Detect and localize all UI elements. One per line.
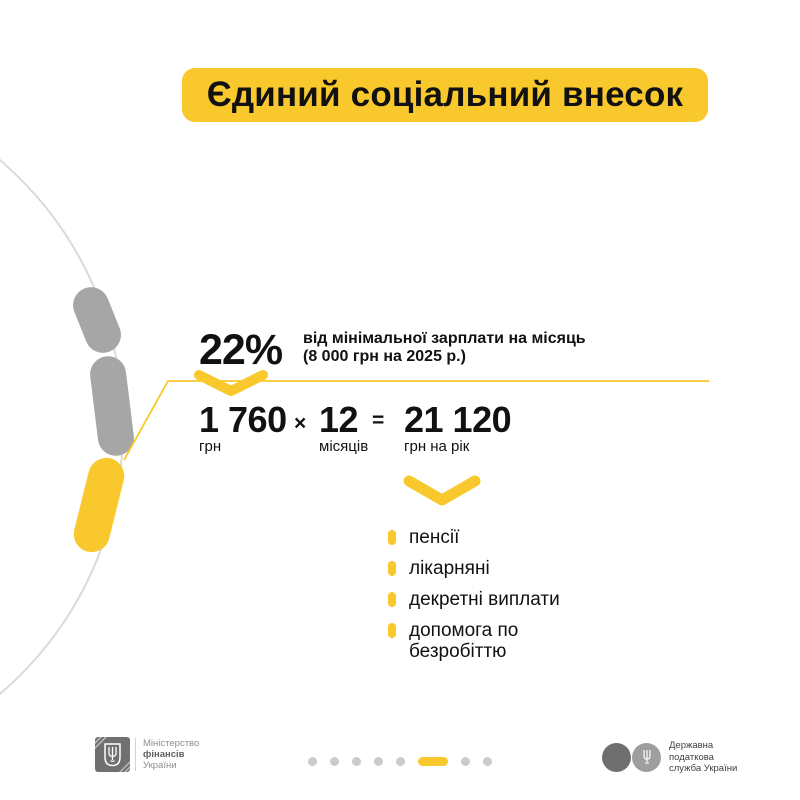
list-item: пенсії bbox=[388, 527, 560, 548]
connector-line bbox=[123, 380, 709, 461]
bullet-icon bbox=[388, 592, 396, 607]
ministry-name: Міністерство фінансів України bbox=[143, 738, 199, 771]
benefit-label: лікарняні bbox=[409, 558, 490, 579]
page-dot[interactable] bbox=[374, 757, 383, 766]
annual-unit: грн на рік bbox=[404, 438, 470, 455]
ministry-name-line2: фінансів bbox=[143, 749, 185, 760]
page-dot[interactable] bbox=[483, 757, 492, 766]
page-indicator-active[interactable] bbox=[418, 757, 448, 766]
monthly-amount: 1 760 грн bbox=[199, 399, 287, 455]
months-count: 12 місяців bbox=[319, 399, 369, 455]
tax-logo-circle bbox=[602, 742, 631, 772]
monthly-unit: грн bbox=[199, 438, 222, 455]
months-value: 12 bbox=[319, 399, 359, 440]
page-dot[interactable] bbox=[330, 757, 339, 766]
trident-shield-icon bbox=[95, 737, 130, 772]
trident-icon bbox=[632, 742, 661, 772]
monthly-value: 1 760 bbox=[199, 399, 287, 440]
list-item: декретні виплати bbox=[388, 589, 560, 610]
rate-percent: 22% bbox=[199, 326, 283, 374]
months-unit: місяців bbox=[319, 438, 369, 455]
benefit-label: декретні виплати bbox=[409, 589, 560, 610]
annual-amount: 21 120 грн на рік bbox=[404, 399, 512, 455]
bullet-icon bbox=[388, 561, 396, 576]
page-dot[interactable] bbox=[352, 757, 361, 766]
title-banner: Єдиний соціальний внесок bbox=[182, 68, 708, 122]
arc-pill-gray-2 bbox=[90, 356, 134, 456]
rate-description-line1: від мінімальної зарплати на місяць bbox=[303, 330, 586, 347]
benefits-list: пенсії лікарняні декретні виплати допомо… bbox=[388, 527, 560, 672]
page-title: Єдиний соціальний внесок bbox=[206, 75, 684, 114]
page-dot[interactable] bbox=[308, 757, 317, 766]
divider bbox=[135, 738, 136, 771]
ministry-name-line1: Міністерство bbox=[143, 738, 200, 749]
tax-service-name-line1: Державна bbox=[669, 740, 714, 751]
annual-value: 21 120 bbox=[404, 399, 512, 440]
equals-sign: = bbox=[372, 409, 385, 432]
arc-pill-active-yellow bbox=[73, 457, 125, 553]
tax-service-name: Державна податкова служба України bbox=[669, 740, 737, 775]
chevron-down-icon bbox=[194, 370, 268, 396]
benefit-label: допомога по безробіттю bbox=[409, 620, 519, 662]
ministry-of-finance-logo: Міністерство фінансів України bbox=[95, 737, 199, 772]
state-tax-service-logo: Державна податкова служба України bbox=[602, 740, 737, 775]
list-item: лікарняні bbox=[388, 558, 560, 579]
carousel-pagination bbox=[308, 757, 492, 766]
arc-pill-gray-1 bbox=[73, 287, 121, 353]
rate-description: від мінімальної зарплати на місяць (8 00… bbox=[303, 330, 586, 366]
multiply-sign: × bbox=[294, 412, 307, 435]
bullet-icon bbox=[388, 623, 396, 638]
page-dot[interactable] bbox=[396, 757, 405, 766]
page-dot[interactable] bbox=[461, 757, 470, 766]
bullet-icon bbox=[388, 530, 396, 545]
tax-service-name-line2: податкова bbox=[669, 751, 714, 763]
list-item: допомога по безробіттю bbox=[388, 620, 560, 662]
tax-service-name-line3: служба України bbox=[669, 763, 738, 774]
chevron-down-icon bbox=[403, 475, 481, 506]
rate-description-line2: (8 000 грн на 2025 р.) bbox=[303, 348, 466, 365]
ministry-name-line3: України bbox=[143, 760, 177, 771]
benefit-label: пенсії bbox=[409, 527, 460, 548]
